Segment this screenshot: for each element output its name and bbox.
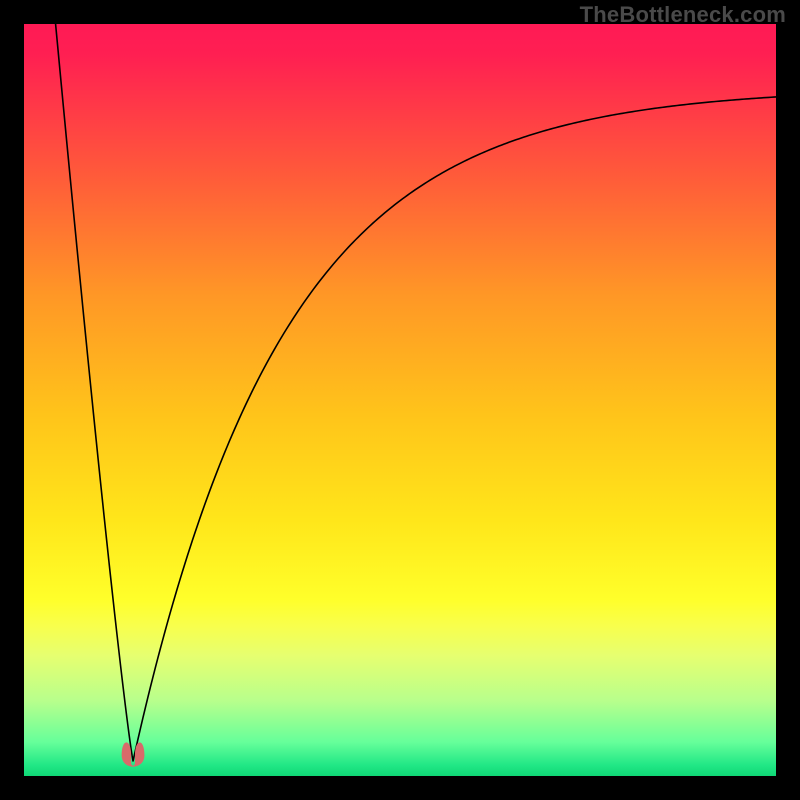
cusp-marker-shape	[122, 742, 145, 766]
plot-area	[24, 24, 776, 776]
cusp-marker	[122, 742, 145, 766]
watermark-text: TheBottleneck.com	[580, 2, 786, 28]
curve-layer	[24, 24, 776, 776]
bottleneck-curve	[56, 24, 776, 761]
